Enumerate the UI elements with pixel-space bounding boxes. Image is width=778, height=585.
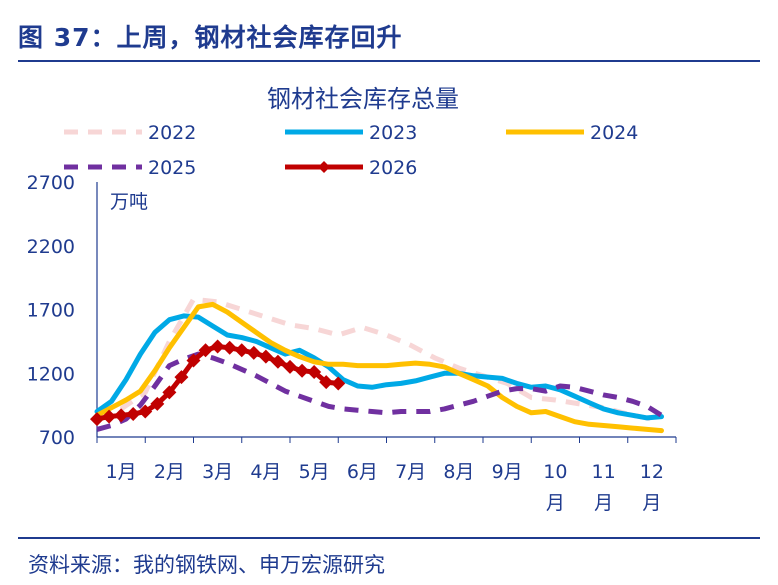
legend-marker <box>318 161 330 173</box>
data-point-2026 <box>174 370 189 385</box>
data-point-2026 <box>222 340 237 355</box>
legend-item-2026: 2026 <box>285 157 417 179</box>
data-point-2026 <box>198 343 213 358</box>
y-tick-label: 700 <box>39 427 75 449</box>
data-point-2026 <box>270 354 285 369</box>
x-tick-label: 1月 <box>106 461 137 483</box>
legend-label: 2022 <box>148 122 196 144</box>
series-layer <box>90 296 664 434</box>
x-tick-label: 6月 <box>347 461 378 483</box>
x-tick-label: 7月 <box>395 461 426 483</box>
data-point-2026 <box>126 407 141 422</box>
x-tick-label: 8月 <box>443 461 474 483</box>
data-point-2026 <box>246 345 261 360</box>
data-point-2026 <box>283 359 297 374</box>
source-note: 资料来源：我的钢铁网、申万宏源研究 <box>28 553 385 577</box>
x-tick-label: 3月 <box>202 461 233 483</box>
legend-label: 2025 <box>148 157 196 179</box>
data-point-2026 <box>258 349 273 364</box>
data-point-2026 <box>331 376 346 391</box>
unit-label: 万吨 <box>110 191 148 213</box>
x-tick-label: 9月 <box>492 461 523 483</box>
y-tick-label: 2700 <box>27 172 75 194</box>
x-tick-label: 10 月 <box>543 461 567 514</box>
legend-item-2024: 2024 <box>506 122 638 144</box>
data-point-2026 <box>102 409 117 424</box>
data-point-2026 <box>234 343 249 358</box>
x-tick-label: 5月 <box>299 461 330 483</box>
figure-title: 图 37：上周，钢材社会库存回升 <box>18 23 403 52</box>
bottom-rule <box>18 537 760 539</box>
y-tick-label: 1700 <box>27 300 75 322</box>
data-point-2026 <box>307 364 322 379</box>
series-line-2022 <box>96 296 653 422</box>
legend: 2022 2023 2024 2025 2026 <box>64 122 638 179</box>
axes: 2700 2200 1700 1200 700 1月 2月 3月 4月 5月 6月 7月 8月 9月 10 月… <box>27 172 677 514</box>
series-line-2024 <box>94 301 664 434</box>
x-tick-label: 12 月 <box>640 461 664 514</box>
legend-label: 2026 <box>369 157 417 179</box>
y-tick-label: 2200 <box>27 236 75 258</box>
data-point-2026 <box>90 412 104 427</box>
legend-item-2022: 2022 <box>64 122 196 144</box>
y-tick-label: 1200 <box>27 363 75 385</box>
x-tick-label: 2月 <box>154 461 185 483</box>
data-point-2026 <box>150 396 165 411</box>
legend-label: 2023 <box>369 122 417 144</box>
data-point-2026 <box>295 363 310 378</box>
data-point-2026 <box>186 353 201 368</box>
data-point-2026 <box>210 339 225 354</box>
top-rule <box>18 60 760 62</box>
data-point-2026 <box>114 408 129 423</box>
chart-title: 钢材社会库存总量 <box>267 85 459 113</box>
data-point-2026 <box>319 375 334 390</box>
legend-item-2025: 2025 <box>64 157 196 179</box>
legend-item-2023: 2023 <box>285 122 417 144</box>
data-point-2026 <box>138 404 153 419</box>
x-tick-label: 4月 <box>250 461 281 483</box>
legend-label: 2024 <box>590 122 638 144</box>
x-tick-label: 11 月 <box>592 461 616 514</box>
data-point-2026 <box>162 385 177 400</box>
